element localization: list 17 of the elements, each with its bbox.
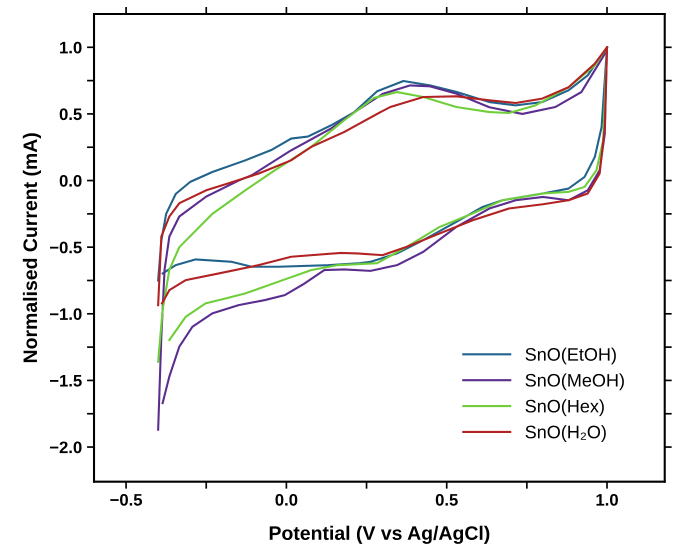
x-tick-label: 0.0 xyxy=(275,494,298,506)
y-tick-label: 0.5 xyxy=(60,108,82,120)
legend-label: SnO(H₂O) xyxy=(526,425,606,442)
y-tick-label: −0.5 xyxy=(50,242,82,254)
x-tick-label: 1.0 xyxy=(596,494,618,506)
legend-label: SnO(Hex) xyxy=(526,399,604,416)
x-axis-title: Potential (V vs Ag/AgCl) xyxy=(270,526,490,544)
y-axis-title: Normalised Current (mA) xyxy=(22,133,41,362)
y-tick-label: −2.0 xyxy=(50,441,82,454)
legend-label: SnO(EtOH) xyxy=(526,348,616,364)
y-tick-label: 1.0 xyxy=(60,42,82,54)
legend-label: SnO(MeOH) xyxy=(526,373,624,390)
y-tick-label: −1.0 xyxy=(50,308,82,320)
y-tick-label: −1.5 xyxy=(50,374,82,387)
y-tick-label: 0.0 xyxy=(60,174,82,187)
x-tick-label: 0.5 xyxy=(436,494,458,506)
x-tick-label: −0.5 xyxy=(110,494,142,506)
